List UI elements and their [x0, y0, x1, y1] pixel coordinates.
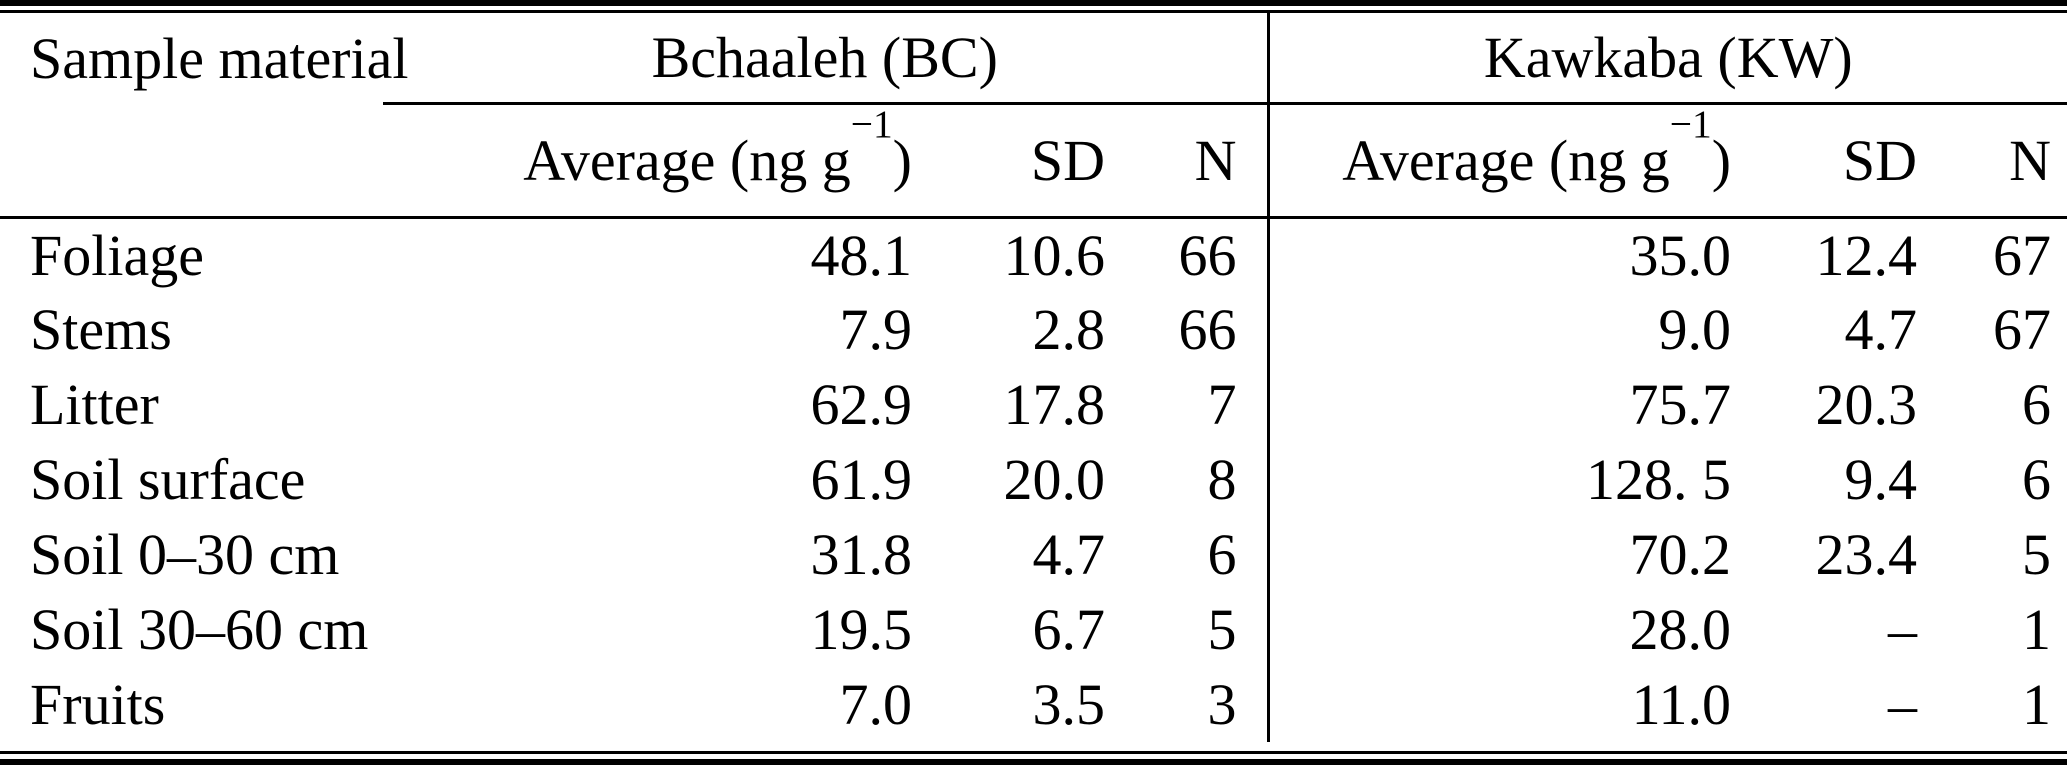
- material-cell: Stems: [30, 297, 172, 362]
- table-row: Stems 7.9 2.8 66 9.0 4.7 67: [0, 292, 2067, 367]
- kw-average-header: Average (ng g−1): [1266, 102, 1746, 219]
- kw-average-cell: 28.0: [1266, 592, 1746, 667]
- table-row: Litter 62.9 17.8 7 75.7 20.3 6: [0, 367, 2067, 442]
- kw-n-cell: 5: [2022, 522, 2052, 587]
- bc-average-cell: 31.8: [810, 522, 913, 587]
- kw-average-exponent: −1: [1669, 102, 1712, 147]
- kw-sd-cell: –: [1888, 597, 1918, 662]
- table-row: Soil surface 61.9 20.0 8 128. 5 9.4 6: [0, 442, 2067, 517]
- bc-sd-cell: 20.0: [1003, 447, 1106, 512]
- bc-n-cell: 3: [1207, 672, 1237, 737]
- bc-n-cell: 6: [1207, 522, 1237, 587]
- bc-average-label-close: ): [892, 127, 912, 193]
- bc-average-cell: 61.9: [810, 447, 913, 512]
- top-rule-thin: [0, 10, 2067, 13]
- kw-n-cell: 67: [1993, 297, 2052, 362]
- bc-average-exponent: −1: [850, 102, 893, 147]
- bc-average-cell: 48.1: [810, 222, 913, 288]
- kw-average-cell: 11.0: [1266, 667, 1746, 742]
- bc-n-cell: 66: [1178, 222, 1237, 288]
- bc-average-header: Average (ng g−1): [383, 102, 926, 219]
- kw-n-cell: 6: [2022, 372, 2052, 437]
- bc-average-cell: 62.9: [810, 372, 913, 437]
- table-row: Soil 30–60 cm 19.5 6.7 5 28.0 – 1: [0, 592, 2067, 667]
- table-row: Fruits 7.0 3.5 3 11.0 – 1: [0, 667, 2067, 742]
- kw-sd-cell: 4.7: [1844, 297, 1918, 362]
- table-row: Soil 0–30 cm 31.8 4.7 6 70.2 23.4 5: [0, 517, 2067, 592]
- bottom-rule-thin: [0, 751, 2067, 754]
- kw-average-cell: 128. 5: [1266, 442, 1746, 517]
- kw-average-cell: 35.0: [1266, 217, 1746, 292]
- material-cell: Soil 30–60 cm: [30, 597, 369, 662]
- bc-n-cell: 8: [1207, 447, 1237, 512]
- bottom-rule-thick: [0, 759, 2067, 765]
- kw-sd-cell: 9.4: [1844, 447, 1918, 512]
- kw-n-header: N: [1931, 103, 2067, 219]
- material-cell: Foliage: [30, 222, 204, 288]
- top-rule-thick: [0, 0, 2067, 6]
- kw-average-label-close: ): [1711, 127, 1732, 193]
- sample-concentration-table: Sample material Bchaaleh (BC) Kawkaba (K…: [0, 13, 2067, 742]
- kw-sd-cell: 12.4: [1815, 222, 1918, 288]
- kw-sd-cell: 23.4: [1815, 522, 1918, 587]
- sample-material-header: Sample material: [30, 25, 409, 91]
- subheader-empty-cell: [0, 103, 383, 219]
- kw-average-cell: 75.7: [1266, 367, 1746, 442]
- kw-n-cell: 1: [2022, 597, 2052, 662]
- material-cell: Litter: [30, 372, 159, 437]
- bc-n-cell: 7: [1207, 372, 1237, 437]
- bc-n-cell: 5: [1207, 597, 1237, 662]
- kw-average-cell: 70.2: [1266, 517, 1746, 592]
- bc-sd-cell: 3.5: [1032, 672, 1106, 737]
- bc-sd-cell: 6.7: [1032, 597, 1106, 662]
- kw-n-cell: 6: [2022, 447, 2052, 512]
- group-header-kawkaba: Kawkaba (KW): [1266, 13, 2067, 105]
- table-row: Foliage 48.1 10.6 66 35.0 12.4 67: [0, 217, 2067, 292]
- material-cell: Soil 0–30 cm: [30, 522, 340, 587]
- bc-sd-cell: 17.8: [1003, 372, 1106, 437]
- material-cell: Soil surface: [30, 447, 306, 512]
- bc-sd-cell: 10.6: [1003, 222, 1106, 288]
- kw-average-label: Average (ng g: [1342, 127, 1670, 193]
- material-cell: Fruits: [30, 672, 166, 737]
- kw-n-cell: 67: [1993, 222, 2052, 288]
- kw-average-cell: 9.0: [1266, 292, 1746, 367]
- bc-average-label: Average (ng g: [523, 127, 851, 193]
- kw-sd-cell: –: [1888, 672, 1918, 737]
- bc-n-header: N: [1119, 103, 1269, 219]
- bc-sd-cell: 4.7: [1032, 522, 1106, 587]
- kw-sd-cell: 20.3: [1815, 372, 1918, 437]
- kw-n-cell: 1: [2022, 672, 2052, 737]
- subheader-row: Average (ng g−1) SD N Average (ng g−1) S…: [0, 102, 2067, 219]
- bc-average-cell: 7.9: [839, 297, 913, 362]
- bc-average-cell: 7.0: [839, 672, 913, 737]
- bc-n-cell: 66: [1178, 297, 1237, 362]
- group-header-row: Sample material Bchaaleh (BC) Kawkaba (K…: [0, 13, 2067, 105]
- bc-sd-header: SD: [926, 103, 1119, 219]
- bc-sd-cell: 2.8: [1032, 297, 1106, 362]
- group-header-bchaaleh: Bchaaleh (BC): [383, 13, 1269, 105]
- kw-sd-header: SD: [1745, 103, 1932, 219]
- bc-average-cell: 19.5: [810, 597, 913, 662]
